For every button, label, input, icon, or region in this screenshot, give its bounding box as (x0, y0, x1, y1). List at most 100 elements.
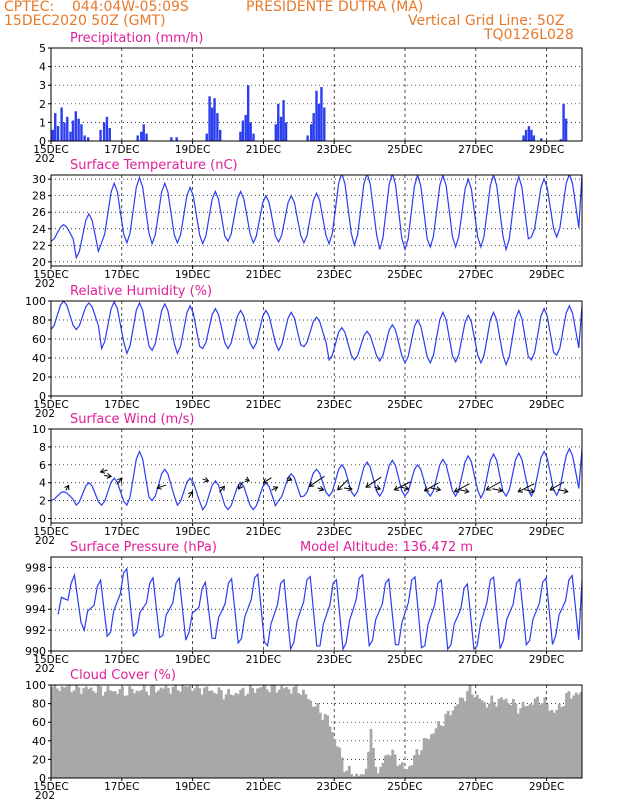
cloud-bar (420, 750, 424, 778)
cloud-bar (473, 697, 477, 778)
header-model: TQ0126L028 (484, 27, 574, 43)
wind-arrow-shaft (524, 489, 535, 493)
x-tick-label: 25DEC (387, 781, 422, 793)
cloud-bar (384, 755, 387, 778)
wind-arrow-head (262, 478, 269, 484)
panel-data (57, 567, 582, 651)
x-tick-label: 17DEC (104, 144, 139, 156)
wind-arrow-head (497, 487, 504, 493)
x-tick-label: 27DEC (458, 526, 493, 538)
cloud-bar (490, 695, 494, 778)
precip-bar (83, 135, 86, 141)
cloud-bar (89, 687, 93, 778)
panel-title: Cloud Cover (%) (70, 668, 176, 683)
wind-arrow-shaft (424, 482, 439, 492)
wind-arrow-head (365, 482, 371, 488)
cloud-bar (277, 689, 281, 778)
precip-bar (60, 107, 63, 141)
cloud-bar (280, 685, 284, 778)
panel-frame (50, 47, 583, 142)
cloud-bar (577, 694, 580, 778)
y-tick-label: 28 (32, 190, 46, 203)
header-station: PRESIDENTE DUTRA (MA) (246, 0, 424, 15)
panel-frame (50, 684, 583, 779)
cloud-bar (495, 706, 498, 778)
cloud-bar (415, 749, 419, 778)
cloud-bar (567, 691, 571, 778)
cloud-bar (531, 704, 535, 778)
cloud-bar (444, 713, 448, 778)
x-tick-label: 23DEC (316, 526, 351, 538)
cloud-bar (51, 686, 54, 778)
cloud-bar (413, 755, 416, 778)
precip-bar (312, 113, 315, 141)
precip-bar (175, 137, 178, 141)
cloud-bar (106, 686, 110, 778)
x-year-label: 202 (35, 535, 55, 547)
cloud-bar (79, 693, 83, 778)
x-year-label: 202 (35, 663, 55, 675)
cloud-bar (405, 769, 409, 778)
wind-arrow-head (435, 486, 442, 493)
cloud-bar (65, 686, 69, 778)
cloud-bar (53, 685, 57, 778)
precip-bar (306, 135, 309, 141)
cloud-bar (316, 703, 320, 778)
wind-arrow-shaft (271, 486, 278, 491)
y-tick-label: 22 (32, 239, 46, 252)
y-tick-label: 2 (39, 495, 46, 508)
x-tick-label: 17DEC (104, 654, 139, 666)
cloud-bar (480, 700, 484, 778)
cloud-bar (338, 747, 342, 778)
wind-arrow-shaft (100, 469, 108, 473)
x-tick-label: 29DEC (529, 781, 564, 793)
cloud-bar (374, 766, 378, 778)
header-grid-note: Vertical Grid Line: 50Z (408, 13, 565, 29)
cloud-bar (82, 688, 86, 778)
precip-bar (136, 135, 139, 141)
cloud-bar (268, 692, 272, 778)
cloud-bar (376, 773, 380, 778)
cloud-bar (63, 687, 66, 778)
x-tick-label: 23DEC (316, 781, 351, 793)
cloud-bar (92, 691, 95, 778)
precip-bar (69, 131, 72, 141)
wind-arrow-shaft (337, 479, 349, 491)
cloud-bar (314, 706, 317, 778)
cloud-bar (427, 739, 431, 778)
cloud-bar (437, 720, 440, 778)
wind-arrow-shaft (188, 491, 194, 498)
cloud-bar (120, 686, 124, 778)
x-tick-label: 25DEC (387, 144, 422, 156)
cloud-bar (159, 687, 163, 778)
cloud-bar (282, 688, 286, 778)
cloud-bar (104, 691, 107, 778)
cloud-bar (422, 738, 426, 778)
wind-arrow-shaft (374, 486, 381, 490)
wind-arrow-head (563, 488, 569, 494)
precip-bar (564, 118, 568, 141)
y-tick-label: 6 (39, 459, 46, 472)
cloud-bar (475, 694, 479, 778)
cloud-bar (101, 695, 105, 778)
wind-arrow-shaft (238, 481, 244, 490)
cloud-bar (446, 710, 450, 778)
cloud-bar (326, 715, 329, 778)
x-tick-label: 21DEC (246, 781, 281, 793)
x-tick-label: 21DEC (246, 399, 281, 411)
precip-bar (309, 124, 313, 141)
cloud-bar (572, 695, 576, 778)
cloud-bar (483, 702, 486, 778)
cloud-bar (215, 693, 218, 778)
cloud-bar (111, 691, 115, 778)
cloud-bar (408, 766, 412, 778)
cloud-bar (166, 687, 170, 778)
y-tick-label: 0 (39, 135, 46, 148)
precip-bar (102, 122, 106, 141)
x-tick-label: 21DEC (246, 269, 281, 281)
cloud-bar (550, 709, 554, 778)
cloud-bar (55, 688, 59, 778)
cloud-bar (369, 728, 373, 778)
x-tick-label: 19DEC (175, 526, 210, 538)
cloud-bar (265, 689, 269, 778)
